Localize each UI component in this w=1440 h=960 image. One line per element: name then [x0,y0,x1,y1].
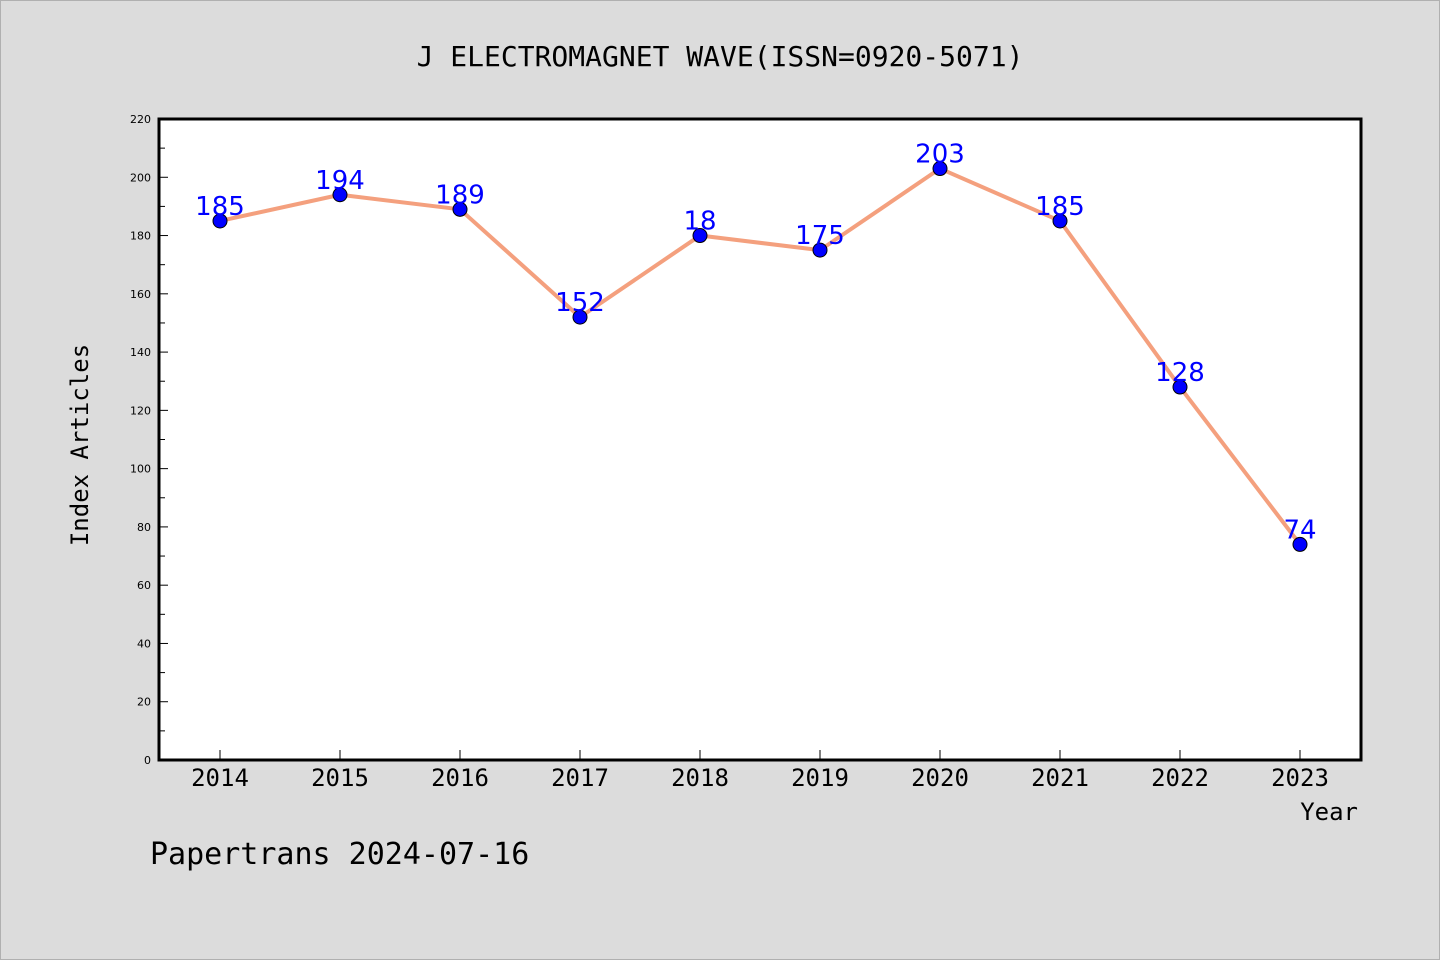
x-tick-label: 2017 [551,764,609,792]
x-tick-label: 2016 [431,764,489,792]
x-axis: 2014 2015 2016 2017 2018 2019 2020 2021 2022 2023 [191,750,1329,792]
y-tick-label: 0 [144,754,151,767]
data-point-marker [1052,213,1068,229]
y-tick-label: 40 [137,637,151,650]
y-tick-label: 160 [130,288,151,301]
y-tick-label: 140 [130,346,151,359]
plot-area [157,117,1363,762]
y-tick-label: 20 [137,696,151,709]
data-point-marker [1172,379,1188,395]
data-label: 194 [315,166,365,196]
data-label: 185 [195,192,245,222]
x-axis-label: Year [1300,798,1358,826]
data-label: 185 [1035,192,1085,222]
data-point-marker [452,201,468,217]
y-tick-label: 120 [130,404,151,417]
data-label: 175 [795,221,845,251]
y-axis: 0 20 40 60 80 100 120 140 160 180 200 220 [130,113,168,767]
x-tick-label: 2014 [191,764,249,792]
x-tick-label: 2022 [1151,764,1209,792]
chart-title: J ELECTROMAGNET WAVE(ISSN=0920-5071) [417,40,1024,73]
data-point-marker [212,213,228,229]
y-tick-label: 180 [130,230,151,243]
x-tick-label: 2021 [1031,764,1089,792]
data-label: 74 [1283,515,1316,545]
footer-credit: Papertrans 2024-07-16 [150,837,529,872]
x-tick-label: 2015 [311,764,369,792]
series-line [218,166,1302,547]
x-tick-label: 2023 [1271,764,1329,792]
x-tick-label: 2020 [911,764,969,792]
data-point-marker [332,187,348,203]
y-tick-label: 200 [130,171,151,184]
x-tick-label: 2019 [791,764,849,792]
data-label: 18 [683,207,716,237]
data-point-marker [932,161,948,177]
data-point-marker [1292,536,1308,552]
data-point-marker [692,228,708,244]
data-label: 203 [915,140,965,170]
data-point-marker [812,242,828,258]
y-tick-label: 220 [130,113,151,126]
data-label: 152 [555,288,605,318]
y-tick-label: 100 [130,463,151,476]
y-axis-label: Index Articles [66,344,94,546]
y-tick-label: 60 [137,579,151,592]
data-label: 128 [1155,358,1205,388]
series-layer: 185 194 189 152 18 175 203 185 128 74 [195,140,1317,552]
y-tick-label: 80 [137,521,151,534]
data-label: 189 [435,180,485,210]
x-tick-label: 2018 [671,764,729,792]
data-point-marker [572,309,588,325]
